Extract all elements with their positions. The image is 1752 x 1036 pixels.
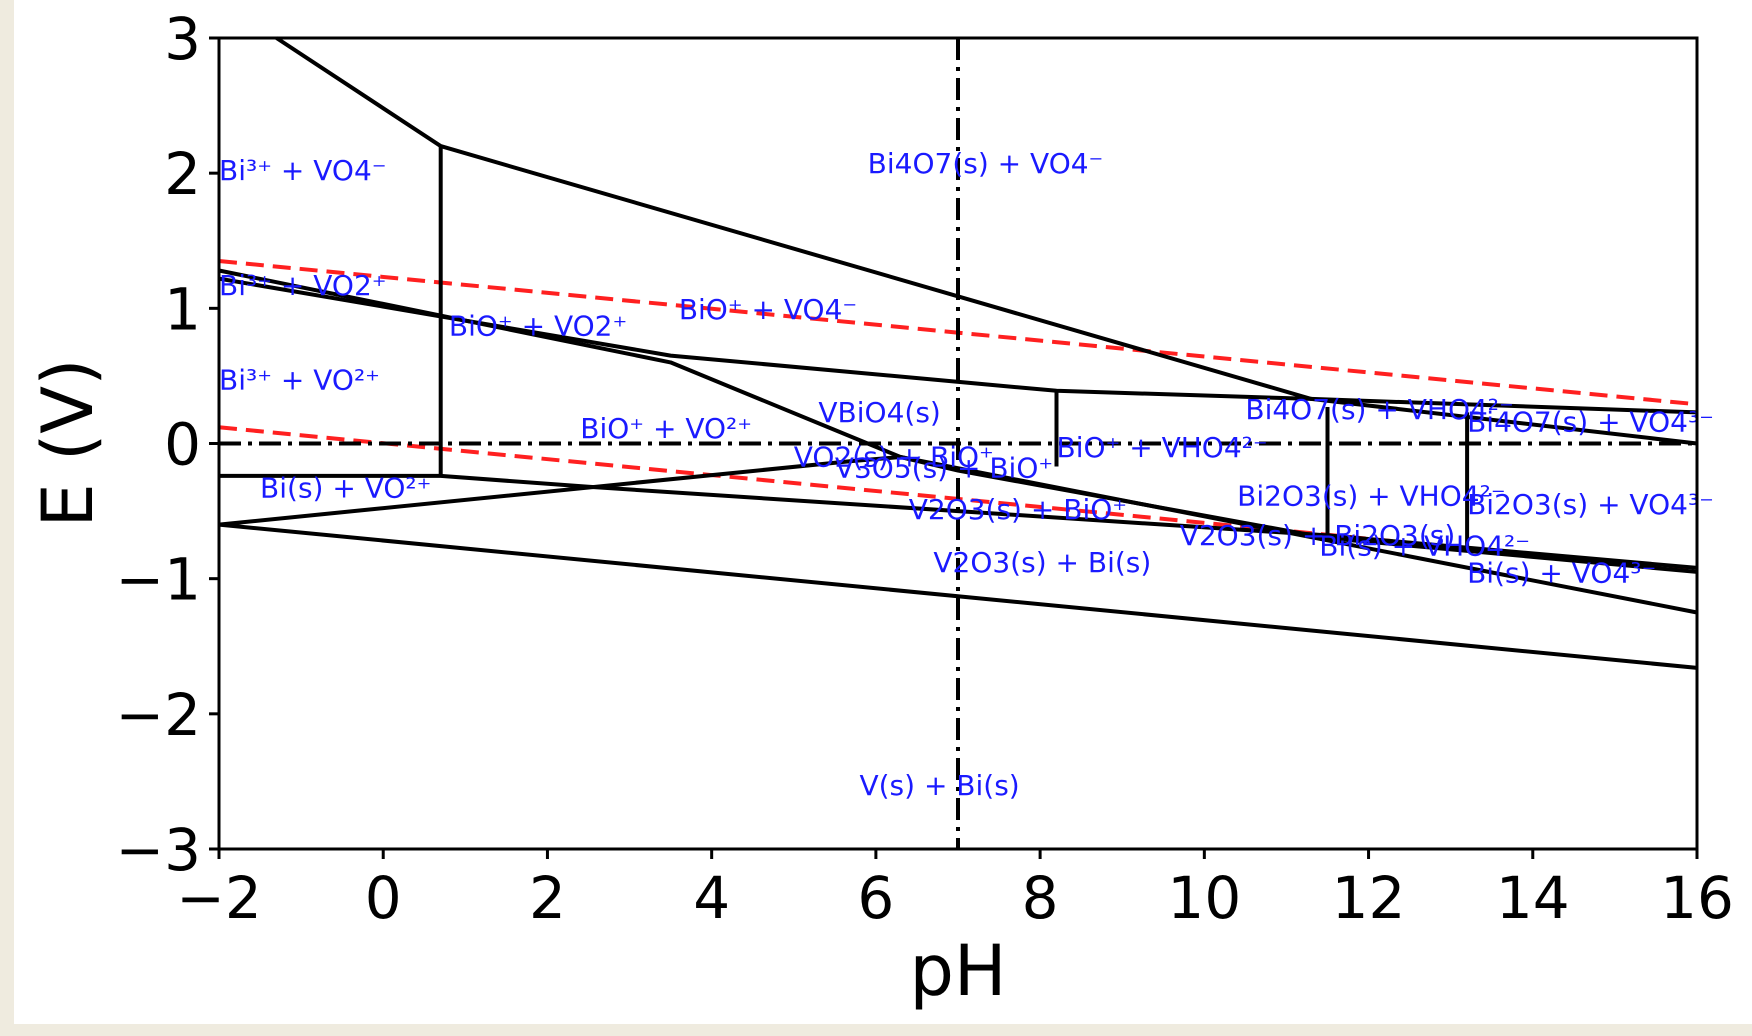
region-label: BiO⁺ + VHO4²⁻	[1057, 431, 1268, 464]
region-labels: Bi³⁺ + VO4⁻ Bi³⁺ + VO2⁺ Bi³⁺ + VO²⁺ Bi(s) +…	[219, 147, 1714, 802]
x-tick-label: 10	[1167, 864, 1241, 932]
y-tick-label: 3	[164, 5, 201, 73]
x-axis-label: pH	[909, 930, 1006, 1012]
region-label: Bi(s) + VHO4²⁻	[1319, 530, 1530, 563]
y-tick-label: 2	[164, 140, 201, 208]
x-tick-label: 16	[1660, 864, 1734, 932]
boundary-line-3	[218, 268, 902, 459]
x-tick-label: 2	[529, 864, 566, 932]
x-tick-label: −2	[176, 864, 262, 932]
region-label: V2O3(s) + BiO⁺	[909, 493, 1127, 526]
region-label: Bi³⁺ + VO4⁻	[219, 154, 387, 187]
boundary-line-11	[218, 522, 1698, 670]
x-tick-label: 8	[1022, 864, 1059, 932]
x-tick-label: 4	[693, 864, 730, 932]
x-tick-label: 14	[1496, 864, 1570, 932]
region-label: BiO⁺ + VO4⁻	[679, 293, 857, 326]
region-label: Bi4O7(s) + VHO4²⁻	[1245, 393, 1513, 426]
region-label: V2O3(s) + Bi2O3(s)	[1180, 519, 1456, 552]
reference-lines	[219, 38, 1697, 849]
region-label: Bi³⁺ + VO²⁺	[219, 363, 380, 396]
y-axis-label: E (V)	[27, 359, 109, 528]
phase-boundaries	[218, 36, 1698, 670]
region-label: Bi2O3(s) + VHO4²⁻	[1237, 480, 1505, 513]
y-tick-label: −2	[116, 681, 202, 749]
boundary-line-1	[275, 36, 1698, 446]
chart-frame: Bi³⁺ + VO4⁻ Bi³⁺ + VO2⁺ Bi³⁺ + VO²⁺ Bi(s) +…	[14, 0, 1752, 1024]
boundary-line-10	[219, 473, 1698, 570]
region-label: V2O3(s) + Bi(s)	[933, 546, 1151, 579]
region-label: BiO⁺ + VO2⁺	[449, 309, 627, 342]
x-tick-label: 6	[857, 864, 894, 932]
y-tick-label: −1	[116, 546, 202, 614]
region-label: Bi4O7(s) + VO4⁻	[868, 147, 1104, 180]
y-tick-label: 1	[164, 275, 201, 343]
region-label: VBiO4(s)	[818, 396, 940, 429]
x-tick-label: 12	[1332, 864, 1406, 932]
region-label: Bi(s) + VO²⁺	[260, 472, 431, 505]
region-label: Bi2O3(s) + VO4³⁻	[1467, 488, 1714, 521]
region-label: BiO⁺ + VO²⁺	[580, 412, 752, 445]
region-label: Bi4O7(s) + VO4³⁻	[1467, 405, 1714, 438]
y-tick-label: −3	[116, 816, 202, 884]
region-label: V(s) + Bi(s)	[859, 769, 1019, 802]
region-label: V3O5(s) + BiO⁺	[835, 451, 1053, 484]
region-label: Bi(s) + VO4³⁻	[1467, 557, 1656, 590]
pourbaix-chart: Bi³⁺ + VO4⁻ Bi³⁺ + VO2⁺ Bi³⁺ + VO²⁺ Bi(s) +…	[27, 5, 1734, 1012]
region-label: Bi³⁺ + VO2⁺	[219, 269, 387, 302]
region-label: VO2(s) + BiO⁺	[794, 440, 994, 473]
y-tick-label: 0	[164, 411, 201, 479]
x-tick-label: 0	[365, 864, 402, 932]
